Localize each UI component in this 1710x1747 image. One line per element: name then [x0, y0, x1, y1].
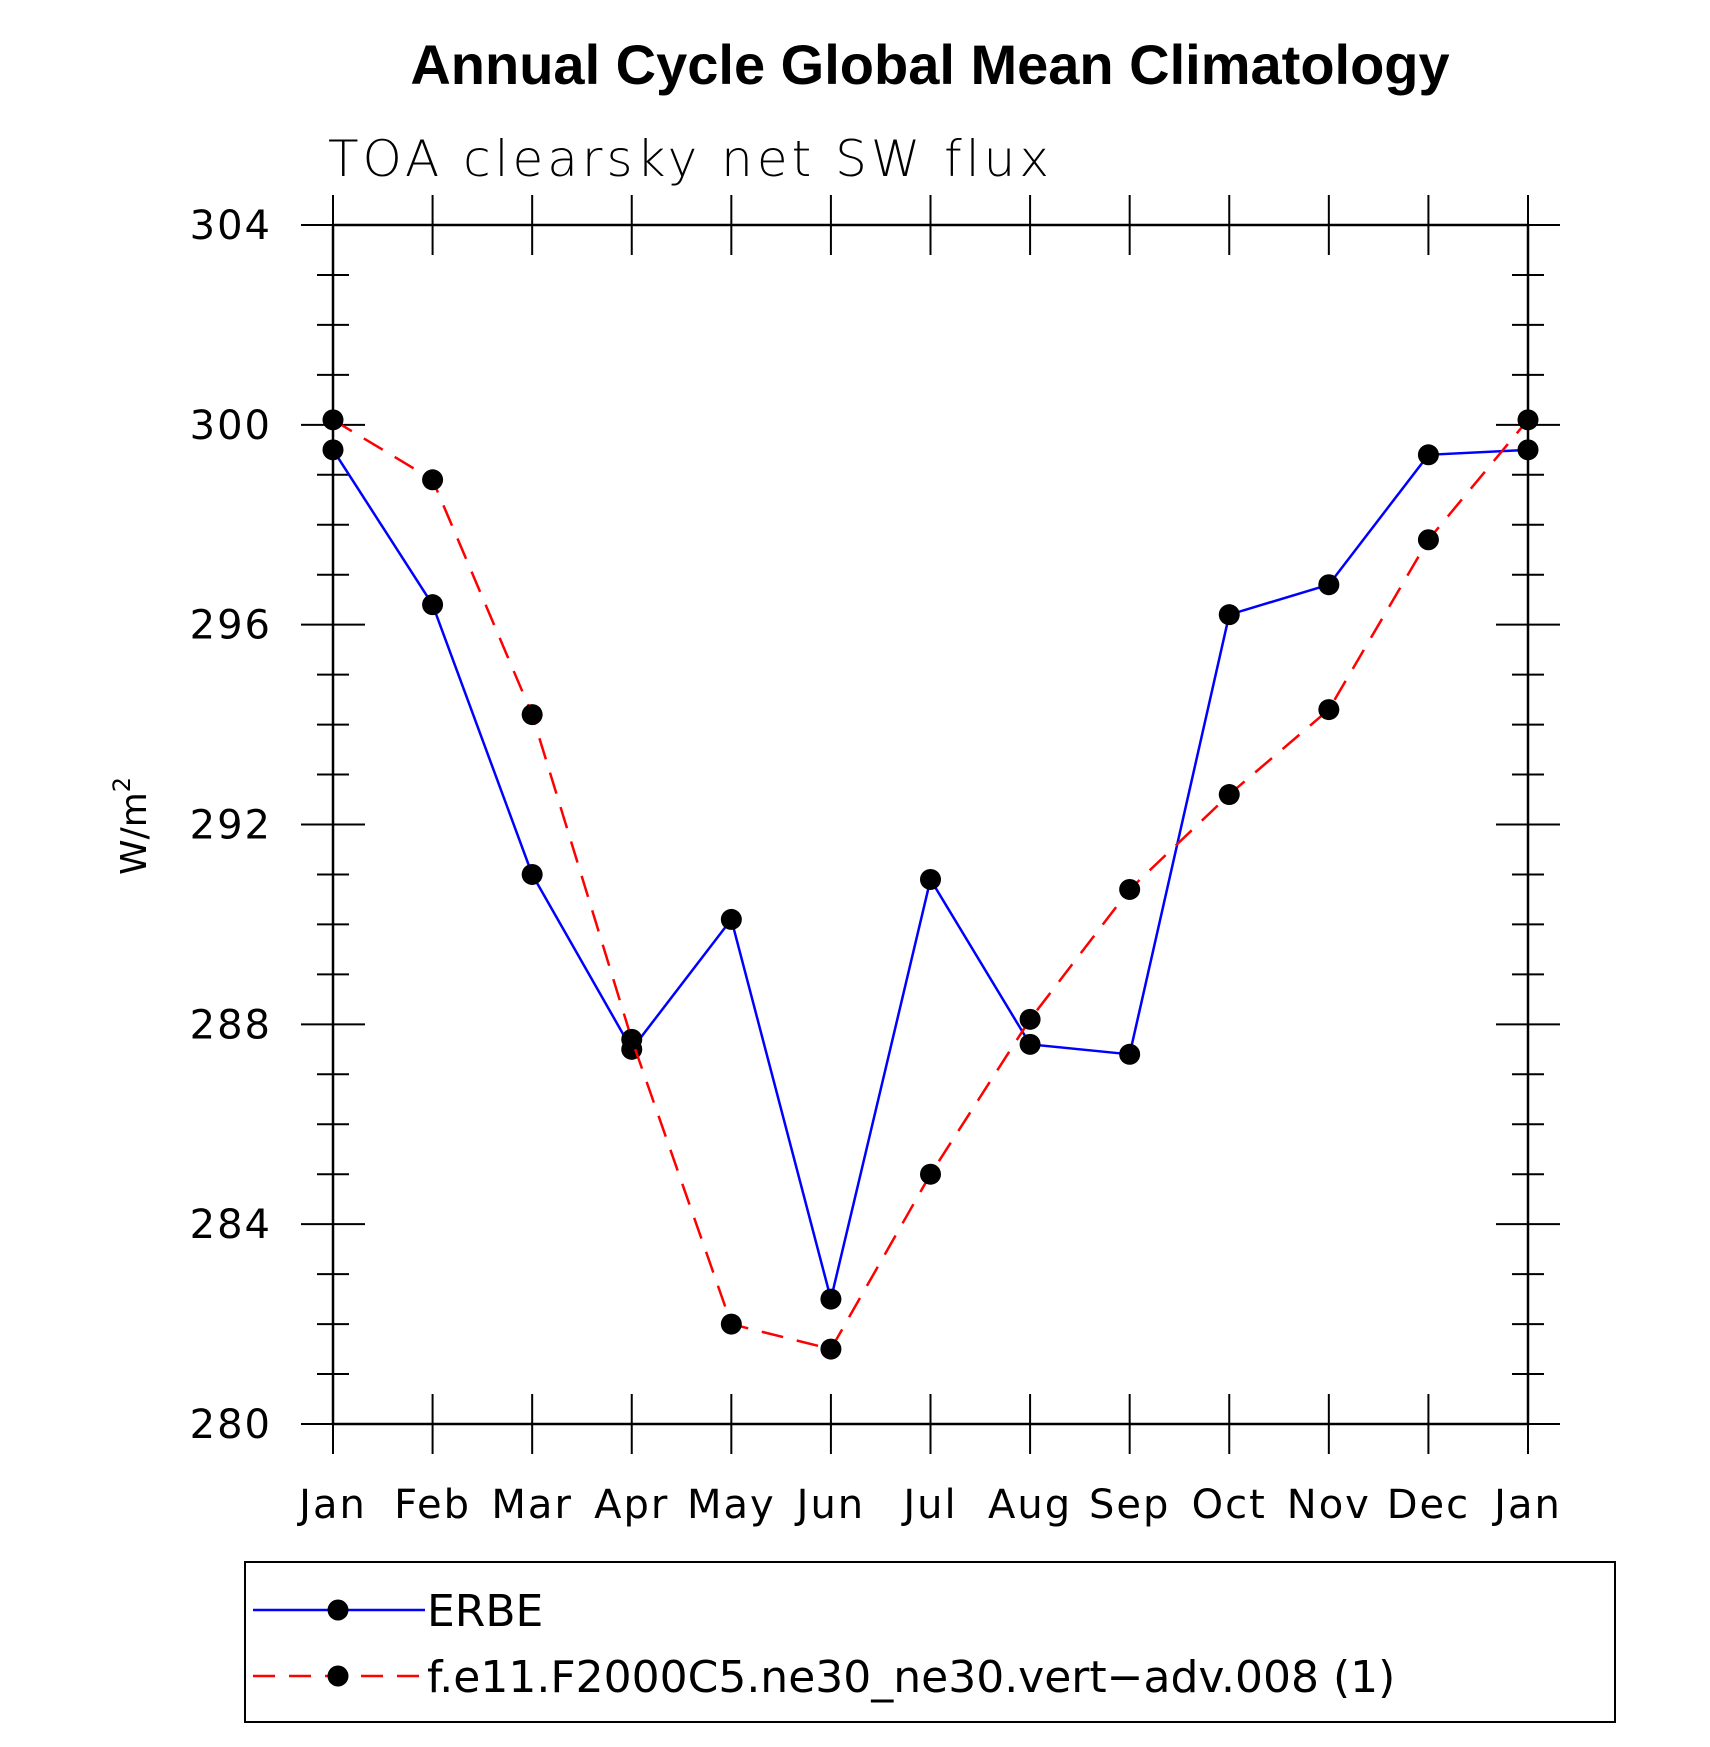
x-tick-label: Aug	[988, 1482, 1072, 1528]
series-2-point	[720, 1313, 742, 1335]
series-2-point	[920, 1163, 941, 1185]
legend-box	[244, 1561, 1616, 1723]
y-axis-label-text: W/m	[114, 792, 155, 875]
series-1-point	[422, 594, 444, 616]
series-1-point	[1517, 439, 1539, 461]
series-2-point	[521, 704, 543, 726]
x-tick-label: Apr	[594, 1482, 669, 1528]
x-tick-label: May	[687, 1482, 776, 1528]
axes: 280 284 288 292 296 300 304 Jan Feb Mar Apr May Jun J…	[190, 195, 1562, 1528]
legend: ERBE f.e11.F2000C5.ne30_ne30.vert−adv.008…	[253, 1586, 1395, 1703]
series-1-point	[1318, 574, 1340, 596]
y-tick-label: 284	[190, 1202, 272, 1248]
series-1-point	[521, 863, 543, 885]
series-1-point	[322, 439, 344, 461]
legend-label-1: ERBE	[427, 1586, 543, 1637]
y-tick-label: 304	[190, 203, 272, 249]
x-tick-label: Sep	[1089, 1482, 1170, 1528]
series-2-point	[1417, 529, 1439, 551]
plot-frame	[331, 223, 1530, 1426]
y-axis-label-superscript: 2	[108, 777, 136, 792]
series-1-point	[820, 1288, 842, 1310]
x-tick-label: Mar	[491, 1482, 572, 1528]
legend-marker-2	[327, 1665, 349, 1687]
series-1-point	[1019, 1033, 1041, 1055]
x-tick-label: Jul	[900, 1482, 957, 1528]
series-2-point	[1218, 784, 1240, 806]
series-1-point	[920, 868, 941, 890]
x-tick-label: Oct	[1192, 1482, 1267, 1528]
x-tick-label: Feb	[394, 1482, 471, 1528]
y-tick-label: 288	[190, 1002, 272, 1048]
y-tick-label: 296	[190, 603, 272, 649]
x-tick-label: Jan	[1491, 1482, 1562, 1528]
y-tick-label: 292	[190, 803, 272, 849]
x-tick-label: Jan	[296, 1482, 367, 1528]
series-2-point	[322, 409, 344, 431]
series-2-point	[1019, 1008, 1041, 1030]
series-2-point	[422, 469, 444, 491]
series-2-point	[1119, 878, 1141, 900]
series-1-point	[1119, 1043, 1141, 1065]
series-1-point	[1218, 604, 1240, 626]
series-2-point	[1318, 699, 1340, 721]
series-2-point	[1517, 409, 1539, 431]
legend-label-2: f.e11.F2000C5.ne30_ne30.vert−adv.008 (1)	[427, 1652, 1395, 1703]
legend-marker-1	[327, 1599, 349, 1621]
series-2-point	[621, 1028, 643, 1050]
y-tick-label: 300	[190, 403, 272, 449]
series-1-point	[720, 908, 742, 930]
y-tick-label: 280	[190, 1402, 272, 1448]
series-group	[322, 409, 1539, 1360]
x-tick-label: Nov	[1287, 1482, 1371, 1528]
y-axis-label: W/m2	[108, 777, 155, 875]
series-1-point	[1417, 444, 1439, 466]
chart-title: Annual Cycle Global Mean Climatology	[410, 33, 1449, 96]
series-2-point	[820, 1338, 842, 1360]
x-tick-label: Dec	[1387, 1482, 1470, 1528]
x-tick-label: Jun	[794, 1482, 866, 1528]
chart-subtitle: TOA clearsky net SW flux	[328, 130, 1053, 188]
